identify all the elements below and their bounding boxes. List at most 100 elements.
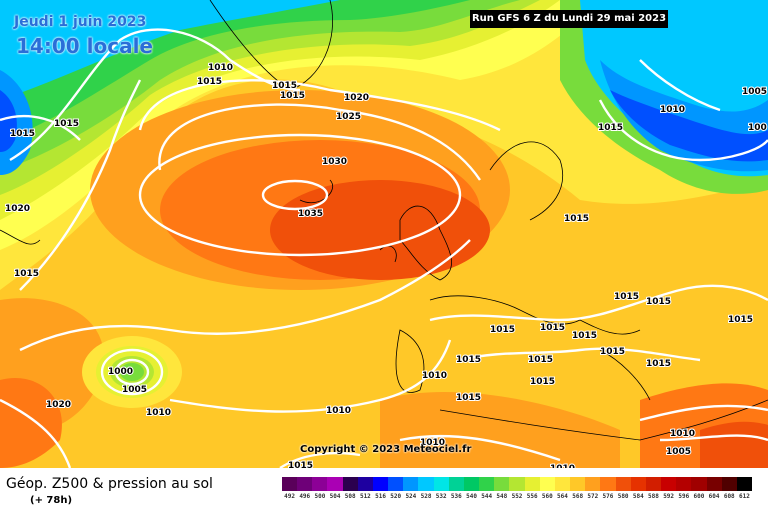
forecast-date: Jeudi 1 juin 2023 xyxy=(14,14,147,30)
isobar-label: 1015 xyxy=(456,393,481,403)
color-legend: 492 496 500 504 508 512 516 520 524 528 532 536 540 5… xyxy=(282,477,753,507)
legend-swatch xyxy=(372,477,389,491)
isobar-label: 1015 xyxy=(600,347,625,357)
legend-swatch xyxy=(433,477,450,491)
legend-swatch xyxy=(691,477,707,491)
map-title: Géop. Z500 & pression au sol xyxy=(6,476,213,492)
legend-value: 552 xyxy=(511,493,523,500)
isobar-label: 1000 xyxy=(108,367,133,377)
legend-swatch xyxy=(524,477,541,491)
legend-value: 572 xyxy=(587,493,599,500)
legend-swatch xyxy=(554,477,571,491)
isobar-label: 1015 xyxy=(288,461,313,468)
legend-swatch xyxy=(282,477,298,491)
isobar-label: 1005 xyxy=(666,447,691,457)
legend-value: 568 xyxy=(572,493,584,500)
legend-value: 492 xyxy=(284,493,296,500)
isobar-label: 1015 xyxy=(540,323,565,333)
legend-value: 608 xyxy=(723,493,735,500)
isobar-label: 1010 xyxy=(208,63,233,73)
legend-swatch xyxy=(736,477,753,491)
legend-swatch xyxy=(630,477,647,491)
legend-value: 548 xyxy=(496,493,508,500)
legend-swatch xyxy=(494,477,510,491)
legend-swatch xyxy=(297,477,313,491)
legend-swatch xyxy=(600,477,617,491)
isobar-label: 1015 xyxy=(564,214,589,224)
legend-value: 504 xyxy=(329,493,341,500)
isobar-label: 1015 xyxy=(646,359,671,369)
legend-swatch xyxy=(312,477,328,491)
legend-value: 524 xyxy=(405,493,417,500)
isobar-label: 1015 xyxy=(197,77,222,87)
model-run-label: Run GFS 6 Z du Lundi 29 mai 2023 xyxy=(470,10,668,28)
legend-swatch xyxy=(645,477,662,491)
copyright-text: Copyright © 2023 Meteociel.fr xyxy=(300,444,472,455)
isobar-label: 1015 xyxy=(10,129,35,139)
legend-value: 556 xyxy=(526,493,538,500)
isobar-label: 1010 xyxy=(550,464,575,468)
legend-swatch xyxy=(327,477,344,491)
legend-value: 536 xyxy=(450,493,462,500)
isobar-label: 1015 xyxy=(728,315,753,325)
legend-value: 544 xyxy=(481,493,493,500)
legend-swatch xyxy=(615,477,632,491)
isobar-lines xyxy=(0,28,768,468)
isobar-label: 1010 xyxy=(422,371,447,381)
isobar-label: 1015 xyxy=(272,81,297,91)
isobar-label: 1015 xyxy=(572,331,597,341)
legend-value: 600 xyxy=(693,493,705,500)
legend-value: 596 xyxy=(678,493,690,500)
forecast-lead-time: (+ 78h) xyxy=(30,495,73,506)
legend-swatch xyxy=(342,477,359,491)
legend-swatch xyxy=(585,477,601,491)
forecast-local-time: 14:00 locale xyxy=(16,34,153,58)
legend-swatch xyxy=(676,477,692,491)
legend-swatch xyxy=(357,477,374,491)
legend-swatch xyxy=(539,477,556,491)
isobar-label: 1015 xyxy=(614,292,639,302)
isobar-label: 1035 xyxy=(298,209,323,219)
legend-value: 508 xyxy=(344,493,356,500)
isobar-label: 100 xyxy=(748,123,767,133)
legend-swatch xyxy=(509,477,526,491)
legend-value: 612 xyxy=(738,493,750,500)
isobar-label: 1010 xyxy=(420,438,445,448)
legend-value: 516 xyxy=(375,493,386,500)
isobar-label: 1015 xyxy=(530,377,555,387)
legend-swatch xyxy=(570,477,586,491)
legend-value: 528 xyxy=(420,493,432,500)
isobar-label: 1015 xyxy=(280,91,305,101)
isobar-label: 1015 xyxy=(456,355,481,365)
legend-value: 560 xyxy=(541,493,553,500)
legend-value: 592 xyxy=(663,493,675,500)
legend-value: 576 xyxy=(602,493,614,500)
legend-value: 520 xyxy=(390,493,402,500)
isobar-label: 1030 xyxy=(322,157,347,167)
legend-swatch xyxy=(721,477,738,491)
legend-value: 588 xyxy=(648,493,659,500)
isobar-label: 1005 xyxy=(122,385,147,395)
isobar-label: 1020 xyxy=(46,400,71,410)
isobar-label: 1005 xyxy=(742,87,767,97)
legend-value: 584 xyxy=(632,493,644,500)
legend-swatch xyxy=(388,477,404,491)
map-footer: Géop. Z500 & pression au sol (+ 78h) xyxy=(0,468,768,512)
isobar-label: 1015 xyxy=(490,325,515,335)
isobar-label: 1015 xyxy=(598,123,623,133)
legend-value: 532 xyxy=(435,493,447,500)
legend-value: 496 xyxy=(299,493,311,500)
legend-swatch xyxy=(706,477,723,491)
legend-swatch xyxy=(418,477,435,491)
isobar-label: 1010 xyxy=(670,429,695,439)
legend-swatch xyxy=(403,477,419,491)
isobar-label: 1025 xyxy=(336,112,361,122)
isobar-label: 1015 xyxy=(14,269,39,279)
isobar-label: 1010 xyxy=(326,406,351,416)
isobar-label: 1015 xyxy=(54,119,79,129)
isobar-label: 1015 xyxy=(528,355,553,365)
legend-value: 564 xyxy=(557,493,568,500)
isobar-label: 1015 xyxy=(646,297,671,307)
legend-swatch xyxy=(479,477,495,491)
